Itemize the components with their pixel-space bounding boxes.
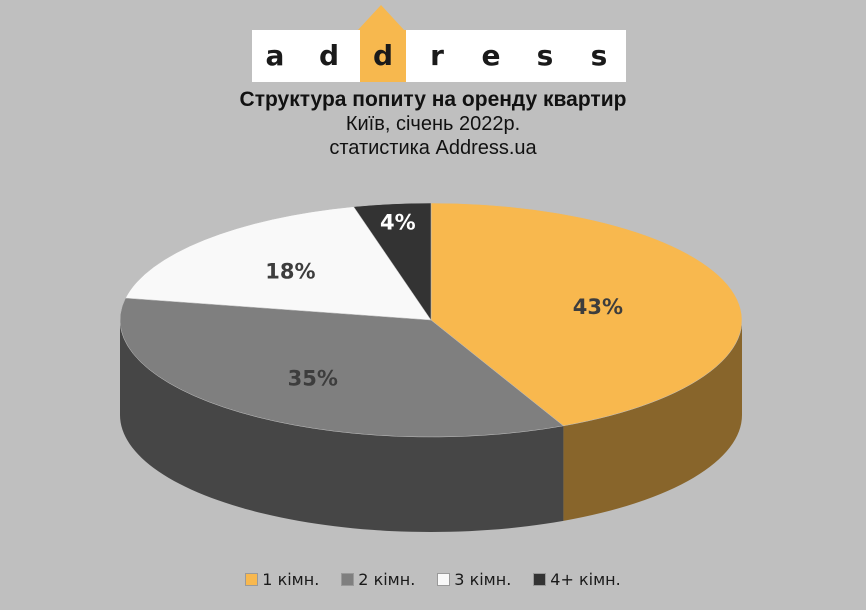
legend-swatch-4 — [533, 573, 547, 586]
legend-label-3: 3 кімн. — [454, 570, 512, 589]
pie-slice-3 — [125, 206, 432, 321]
logo-letter: s — [536, 39, 554, 72]
chart-subtitle-line-1: Київ, січень 2022р. — [345, 113, 521, 135]
logo-letter-highlight: d — [360, 30, 406, 82]
logo-letter: r — [430, 39, 444, 72]
pie-tops — [119, 202, 743, 438]
legend-label-1: 1 кімн. — [262, 570, 320, 589]
pie-slice-1 — [430, 202, 743, 427]
chart-title: Структура попиту на оренду квартир — [239, 88, 627, 111]
legend-item-3: 3 кімн. — [437, 570, 511, 589]
logo-letter: s — [590, 39, 608, 72]
logo-letter: e — [481, 39, 501, 72]
legend-item-1: 1 кімн. — [245, 570, 319, 589]
legend-label-4: 4+ кімн. — [550, 570, 621, 589]
legend-swatch-2 — [341, 573, 355, 586]
chart-titles: Структура попиту на оренду квартир Київ,… — [0, 88, 866, 160]
pie-slice-4 — [353, 202, 432, 321]
pie-label-1: 43% — [573, 295, 623, 319]
legend-label-2: 2 кімн. — [358, 570, 416, 589]
pie-label-3: 18% — [265, 259, 315, 283]
pie-side-1 — [563, 320, 742, 521]
logo-letter: d — [318, 39, 340, 72]
legend-swatch-1 — [245, 573, 259, 586]
legend: 1 кімн. 2 кімн. 3 кімн. 4+ кімн. — [0, 570, 866, 589]
logo: a d d r e s s — [252, 30, 626, 82]
pie-label-2: 35% — [288, 366, 338, 390]
legend-item-2: 2 кімн. — [341, 570, 415, 589]
logo-arrow — [357, 5, 405, 31]
logo-letter: a — [265, 39, 285, 72]
pie-slice-2 — [119, 297, 565, 438]
pie-sides — [120, 320, 742, 532]
legend-item-4: 4+ кімн. — [533, 570, 621, 589]
pie-side-2 — [120, 320, 564, 532]
chart-subtitle-line-2: статистика Address.ua — [329, 137, 537, 159]
legend-swatch-3 — [437, 573, 451, 586]
pie-label-4: 4% — [380, 210, 416, 234]
